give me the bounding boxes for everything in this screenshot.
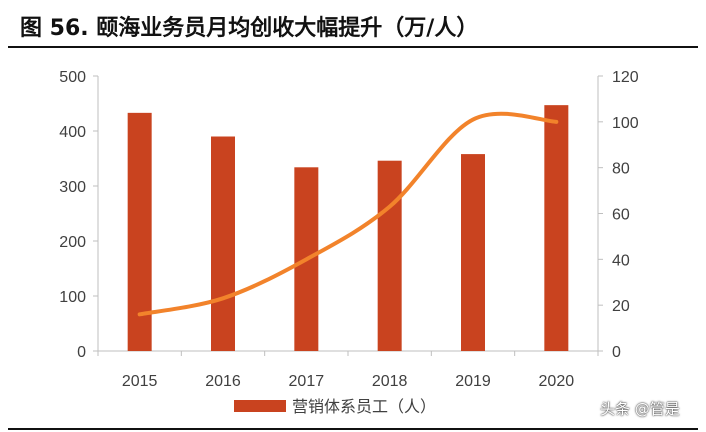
x-tick-label: 2020	[539, 373, 575, 390]
legend: 营销体系员工（人）	[234, 397, 436, 416]
chart: 0 100 200 300 400 500 0 20 40 60 80 100 120 2015 2016 2…	[59, 69, 639, 416]
y-left-tick-label: 200	[59, 234, 86, 251]
legend-label: 营销体系员工（人）	[292, 397, 436, 416]
x-tick-label: 2019	[455, 373, 491, 390]
bar	[211, 136, 235, 351]
title-divider	[8, 46, 698, 48]
x-tick-label: 2017	[289, 373, 325, 390]
y-right-tick-label: 0	[612, 344, 621, 361]
bar	[377, 160, 402, 351]
y-left-tick-label: 100	[59, 289, 86, 306]
bar-series	[127, 105, 569, 352]
legend-swatch	[234, 400, 286, 412]
x-tick-label: 2015	[122, 373, 158, 390]
bar	[127, 112, 152, 351]
y-left-tick-label: 400	[59, 124, 86, 141]
line-series	[137, 111, 559, 317]
y-right-tick-label: 60	[612, 207, 630, 224]
y-left-tick-label: 500	[59, 69, 86, 86]
line-series-path	[137, 111, 559, 317]
x-tick-label: 2018	[372, 373, 408, 390]
y-right-tick-label: 40	[612, 252, 630, 269]
y-right-tick-label: 100	[612, 115, 639, 132]
chart-title: 图 56. 颐海业务员月均创收大幅提升（万/人）	[20, 16, 479, 41]
title-bar: 图 56. 颐海业务员月均创收大幅提升（万/人）	[0, 0, 706, 46]
bottom-divider	[8, 428, 698, 430]
x-tick-label: 2016	[205, 373, 241, 390]
axes: 0 100 200 300 400 500 0 20 40 60 80 100 120 2015 2016 2…	[59, 69, 639, 390]
y-right-tick-label: 80	[612, 161, 630, 178]
y-right-tick-label: 120	[612, 69, 639, 86]
bar	[544, 105, 569, 352]
y-left-tick-label: 0	[77, 344, 86, 361]
bar	[461, 154, 485, 351]
y-right-tick-label: 20	[612, 298, 630, 315]
y-left-tick-label: 300	[59, 179, 86, 196]
watermark: 头条 @管是	[600, 400, 680, 418]
